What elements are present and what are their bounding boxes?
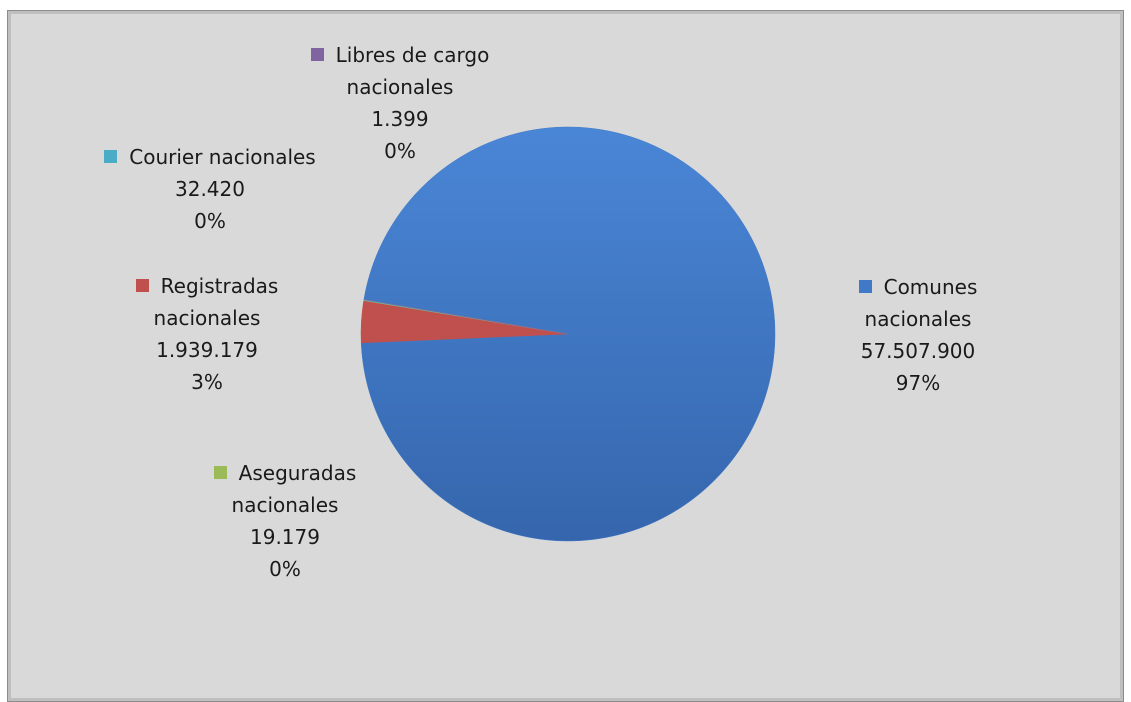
legend-swatch <box>213 466 227 479</box>
label-name: Comunes nacionales <box>848 271 988 335</box>
legend-swatch <box>858 280 872 293</box>
value-label: 32.420 <box>175 177 245 201</box>
value-label: 1.939.179 <box>156 338 258 362</box>
category-name: Comunes nacionales <box>864 275 978 331</box>
label-name: Aseguradas nacionales <box>180 457 390 521</box>
data-label: Comunes nacionales 57.507.900 97% <box>848 271 988 399</box>
category-name: Libres de cargo nacionales <box>335 43 490 99</box>
percent-label: 0% <box>194 209 226 233</box>
label-name: Courier nacionales <box>60 141 360 173</box>
value-label: 1.399 <box>371 107 429 131</box>
data-label: Aseguradas nacionales 19.179 0% <box>180 457 390 585</box>
percent-label: 0% <box>384 139 416 163</box>
percent-label: 97% <box>895 371 941 395</box>
legend-swatch <box>135 279 149 292</box>
value-label: 19.179 <box>250 525 320 549</box>
percent-label: 3% <box>191 370 223 394</box>
legend-swatch <box>310 48 324 61</box>
data-label: Libres de cargo nacionales 1.399 0% <box>280 39 520 167</box>
pie-slice <box>360 126 776 542</box>
chart <box>360 126 776 542</box>
label-name: Libres de cargo nacionales <box>280 39 520 103</box>
data-label: Courier nacionales 32.420 0% <box>60 141 360 237</box>
data-label: Registradas nacionales 1.939.179 3% <box>112 270 302 398</box>
category-name: Registradas nacionales <box>153 274 279 330</box>
label-name: Registradas nacionales <box>112 270 302 334</box>
value-label: 57.507.900 <box>860 339 976 363</box>
category-name: Aseguradas nacionales <box>231 461 357 517</box>
legend-swatch <box>104 150 118 163</box>
category-name: Courier nacionales <box>129 145 316 169</box>
percent-label: 0% <box>269 557 301 581</box>
pie-slice <box>363 299 569 335</box>
page: Comunes nacionales 57.507.900 97% Registrad… <box>7 10 1124 702</box>
